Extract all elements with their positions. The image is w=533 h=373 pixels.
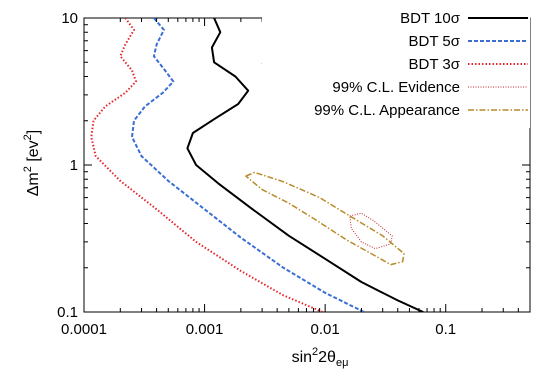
series-line-2 (90, 18, 323, 312)
x-tick-label: 0.001 (186, 321, 224, 338)
x-tick-label: 0.01 (311, 321, 340, 338)
series-region-4-0 (245, 171, 405, 266)
legend-label: BDT 3σ (409, 56, 461, 73)
series-line-1 (131, 18, 365, 312)
axes: 0.0001 0.001 0.01 0.1 0.1 1 10 (57, 10, 531, 338)
y-tick-label: 1 (70, 157, 78, 174)
legend-background (262, 0, 530, 128)
legend-label: 99% C.L. Evidence (332, 79, 460, 96)
x-tick-label: 0.0001 (61, 321, 107, 338)
x-axis-title: sin22θeμ (292, 346, 349, 369)
legend-label: 99% C.L. Appearance (314, 102, 460, 119)
x-tick-label: 0.1 (435, 321, 456, 338)
legend-label: BDT 5σ (409, 33, 461, 50)
legend: BDT 10σ BDT 5σ BDT 3σ 99% C.L. Evidence 99% … (262, 0, 530, 128)
series-region-3-2 (349, 212, 393, 250)
y-tick-label: 10 (61, 10, 78, 27)
y-axis-title: Δm2 [ev2] (22, 130, 42, 197)
series-line-0 (186, 18, 424, 312)
y-tick-label: 0.1 (57, 304, 78, 321)
legend-label: BDT 10σ (400, 10, 461, 27)
